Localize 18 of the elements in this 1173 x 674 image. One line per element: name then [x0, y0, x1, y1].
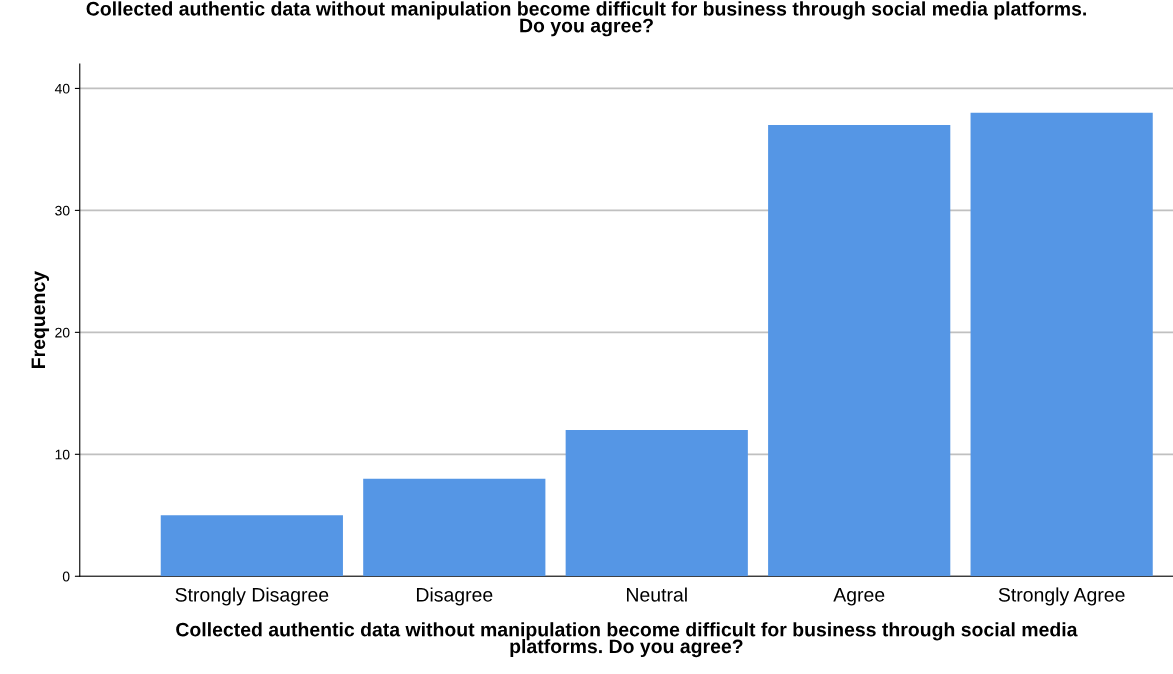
- x-tick-label: Agree: [833, 588, 885, 606]
- x-tick-label: Strongly Agree: [998, 587, 1125, 606]
- y-tick-label: 10: [55, 449, 70, 460]
- x-tick-label: Neutral: [627, 587, 687, 602]
- bar: [160, 515, 343, 577]
- y-tick-label: 30: [55, 205, 70, 216]
- bar: [363, 478, 546, 577]
- y-tick-label: 20: [55, 327, 70, 338]
- x-tick-label: Disagree: [416, 587, 493, 606]
- y-tick-label: 40: [54, 83, 70, 94]
- chart-title: Collected authentic data without manipulation become difficult for business through social media platforms. Do you agree?: [86, 1, 1086, 37]
- x-tick-label: Strongly Disagree: [175, 587, 329, 606]
- bar: [970, 112, 1153, 577]
- bar: [768, 125, 951, 577]
- bar: [565, 429, 748, 577]
- y-axis-title: Frequency: [31, 271, 50, 369]
- y-tick-label: 0: [62, 571, 70, 582]
- x-axis-title: Collected authentic data without manipulation become difficult for business through social media platforms. Do you agree?: [176, 622, 1078, 658]
